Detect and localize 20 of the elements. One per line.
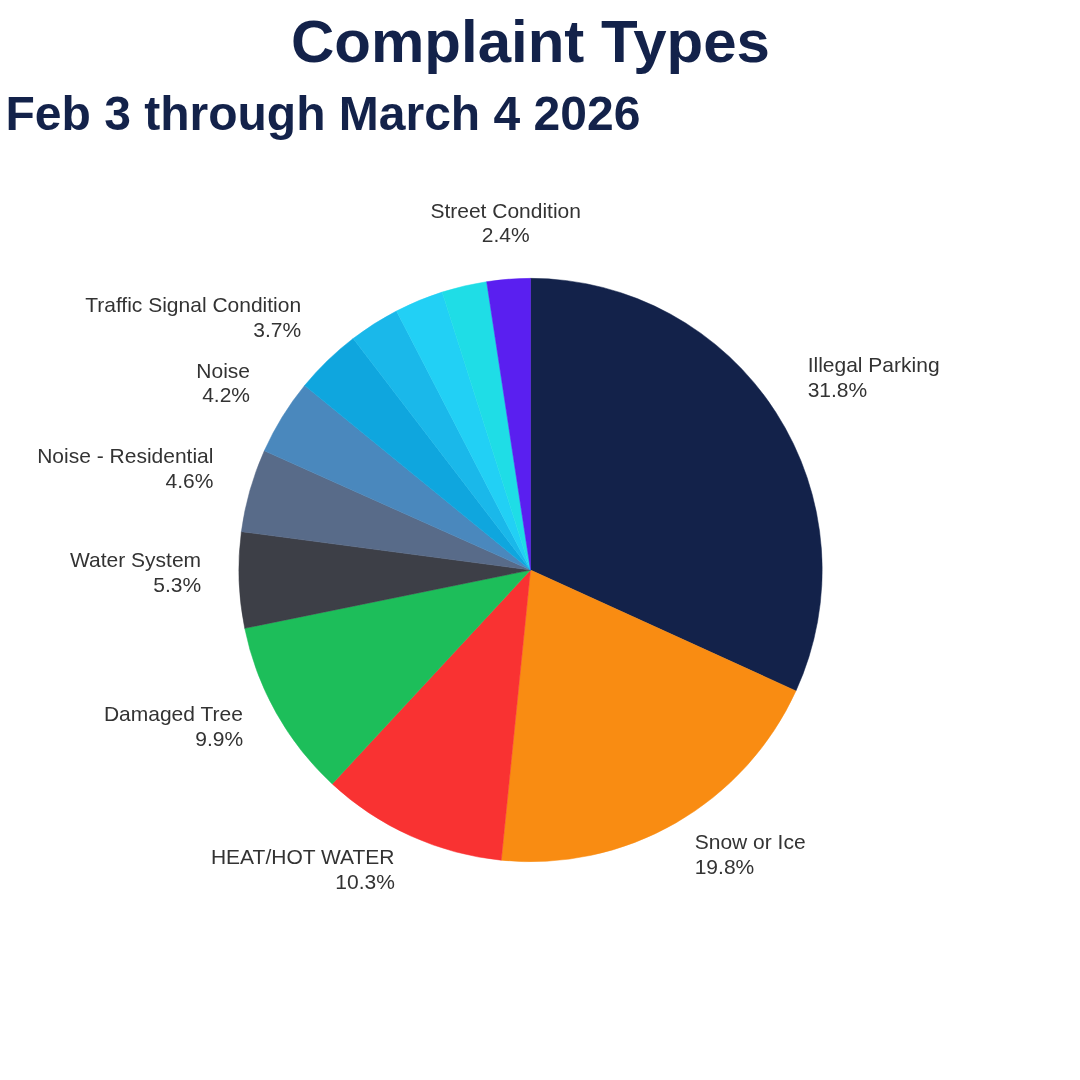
slice-label: Illegal Parking bbox=[807, 353, 940, 377]
chart-subtitle: Feb 3 through March 4 2026 bbox=[5, 86, 641, 140]
slice-label: Traffic Signal Condition bbox=[85, 293, 302, 317]
data-label: 9.9% bbox=[195, 726, 244, 750]
slice-label: Noise - Residential bbox=[37, 444, 214, 468]
slice-label: Noise bbox=[196, 358, 251, 382]
data-label: 3.7% bbox=[253, 317, 302, 341]
data-label: 10.3% bbox=[335, 869, 395, 893]
data-label: 2.4% bbox=[481, 223, 530, 247]
data-label: 4.6% bbox=[165, 468, 214, 492]
slice-label: Water System bbox=[70, 548, 202, 572]
chart-title: Complaint Types bbox=[291, 7, 770, 75]
data-label: 31.8% bbox=[807, 377, 868, 401]
slice-label: HEAT/HOT WATER bbox=[210, 845, 395, 869]
slice-label: Street Condition bbox=[430, 198, 581, 222]
data-label: 4.2% bbox=[202, 383, 251, 407]
data-label: 19.8% bbox=[694, 854, 755, 878]
slice-label: Damaged Tree bbox=[103, 702, 243, 726]
slice-label: Snow or Ice bbox=[694, 830, 806, 854]
data-label: 5.3% bbox=[153, 572, 202, 596]
